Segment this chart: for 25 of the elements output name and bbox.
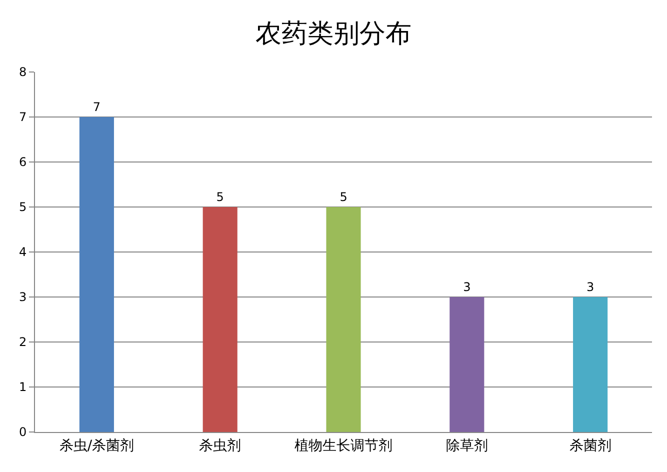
chart-title: 农药类别分布 (256, 19, 412, 50)
x-tick-label: 植物生长调节剂 (294, 438, 392, 454)
x-tick-label: 杀虫/杀菌剂 (59, 438, 134, 454)
y-tick-label: 0 (18, 425, 27, 440)
bar (202, 207, 238, 432)
data-label: 5 (340, 190, 348, 204)
y-tick-label: 5 (18, 200, 27, 214)
y-tick-label: 7 (18, 110, 27, 124)
y-tick-label: 6 (18, 155, 27, 170)
x-tick-label: 除草剂 (446, 438, 488, 454)
bar (79, 117, 114, 432)
y-tick-label: 8 (18, 65, 27, 80)
bar (450, 297, 484, 432)
x-tick-label: 杀菌剂 (569, 438, 612, 454)
x-tick-label: 杀虫剂 (199, 438, 242, 454)
bar (326, 207, 361, 432)
data-label: 5 (216, 190, 224, 204)
y-tick-label: 4 (18, 245, 27, 260)
data-label: 7 (92, 100, 101, 114)
bar (573, 297, 608, 432)
y-tick-label: 3 (18, 290, 27, 304)
y-tick-label: 1 (18, 380, 27, 394)
y-tick-label: 2 (18, 335, 27, 350)
data-label: 3 (463, 280, 471, 294)
data-label: 3 (586, 280, 594, 294)
